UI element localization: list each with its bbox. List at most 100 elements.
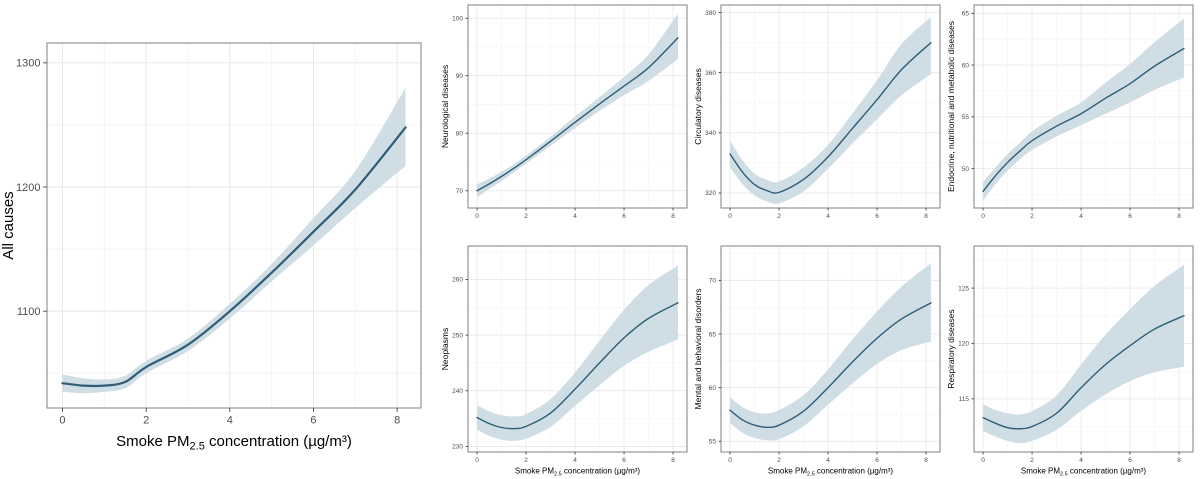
y-axis-title: All causes xyxy=(0,191,17,259)
x-tick-label: 6 xyxy=(875,457,879,464)
y-tick-label: 1300 xyxy=(16,58,40,70)
x-tick-label: 4 xyxy=(1079,213,1083,220)
x-tick-label: 8 xyxy=(394,414,400,426)
panel-border xyxy=(973,4,1194,209)
y-axis-title: Respiratory diseases xyxy=(946,309,956,388)
x-tick-label: 6 xyxy=(622,457,626,464)
y-tick-label: 65 xyxy=(962,11,970,18)
grid-major xyxy=(47,43,421,408)
confidence-band xyxy=(983,264,1184,444)
x-tick-label: 0 xyxy=(981,457,985,464)
chart-svg: 115 120 125 0 2 4 6 8 Respiratory diseases Smoke … xyxy=(946,239,1199,479)
x-tick-label: 8 xyxy=(671,457,675,464)
x-tick-label: 0 xyxy=(475,457,479,464)
x-tick-label: 2 xyxy=(524,213,528,220)
y-tick-label: 380 xyxy=(705,10,716,17)
trend-line xyxy=(729,41,932,194)
chart-neurological-diseases: 70 80 90 100 0 2 4 6 8 Neurological diseases xyxy=(440,0,693,239)
x-tick-label: 6 xyxy=(310,414,316,426)
x-tick-label: 6 xyxy=(1128,457,1132,464)
x-tick-label: 2 xyxy=(524,457,528,464)
y-axis-ticks: 50 55 60 65 xyxy=(962,11,974,173)
y-tick-label: 50 xyxy=(962,166,970,173)
x-tick-label: 8 xyxy=(924,213,928,220)
confidence-band xyxy=(730,263,931,441)
trend-line xyxy=(729,302,932,429)
panel-border xyxy=(467,245,688,453)
x-tick-label: 4 xyxy=(573,213,577,220)
y-tick-label: 55 xyxy=(962,114,970,121)
y-axis-title: Mental and behavioral disorders xyxy=(693,289,703,410)
trend-line xyxy=(476,302,679,430)
chart-neoplasms: 230 240 250 260 0 2 4 6 8 Neoplasms Smoke PM2.5 co… xyxy=(440,239,693,479)
chart-svg: 50 55 60 65 0 2 4 6 8 Endocrine, nutritional and … xyxy=(946,0,1199,239)
x-tick-label: 6 xyxy=(875,213,879,220)
x-axis-title: Smoke PM2.5 concentration (µg/m³) xyxy=(116,433,352,452)
y-axis-ticks: 70 80 90 100 xyxy=(452,16,468,195)
panel-all-causes: 1100 1200 1300 0 2 4 6 8 All causes Smoke PM2.5 c… xyxy=(0,0,440,479)
x-tick-label: 8 xyxy=(1177,213,1181,220)
y-tick-label: 70 xyxy=(456,188,464,195)
y-tick-label: 115 xyxy=(959,396,970,403)
x-axis-title: Smoke PM2.5 concentration (µg/m³) xyxy=(515,467,641,478)
confidence-band xyxy=(477,13,678,198)
y-tick-label: 90 xyxy=(456,73,464,80)
small-panels-grid: 70 80 90 100 0 2 4 6 8 Neurological diseases 320 3… xyxy=(440,0,1200,479)
y-tick-label: 55 xyxy=(709,439,717,446)
x-tick-label: 4 xyxy=(1079,457,1083,464)
x-tick-label: 6 xyxy=(1128,213,1132,220)
chart-svg: 55 60 65 70 0 2 4 6 8 Mental and behavioral disor… xyxy=(693,239,946,479)
confidence-band xyxy=(730,17,931,204)
x-axis-ticks: 0 2 4 6 8 xyxy=(728,452,928,464)
y-tick-label: 1100 xyxy=(17,306,41,318)
x-axis-ticks: 0 2 4 6 8 xyxy=(728,208,928,220)
x-tick-label: 2 xyxy=(143,414,149,426)
y-tick-label: 120 xyxy=(958,341,969,348)
x-tick-label: 0 xyxy=(728,213,732,220)
x-tick-label: 8 xyxy=(1177,457,1181,464)
y-tick-label: 250 xyxy=(452,332,463,339)
x-tick-label: 2 xyxy=(777,457,781,464)
x-tick-label: 4 xyxy=(826,213,830,220)
panel-border xyxy=(973,245,1194,453)
confidence-band xyxy=(62,87,406,394)
x-tick-label: 4 xyxy=(573,457,577,464)
panel-border xyxy=(46,42,422,409)
chart-svg: 320 340 360 380 0 2 4 6 8 Circulatory diseases xyxy=(693,0,946,239)
confidence-band xyxy=(983,18,1184,201)
y-axis-ticks: 320 340 360 380 xyxy=(705,10,721,197)
y-tick-label: 360 xyxy=(705,70,716,77)
x-tick-label: 2 xyxy=(1030,213,1034,220)
y-tick-label: 80 xyxy=(456,131,464,138)
x-tick-label: 8 xyxy=(924,457,928,464)
y-tick-label: 60 xyxy=(962,62,970,69)
y-tick-label: 260 xyxy=(452,277,463,284)
grid-minor xyxy=(468,5,687,208)
trend-line xyxy=(982,47,1185,193)
chart-circulatory-diseases: 320 340 360 380 0 2 4 6 8 Circulatory diseases xyxy=(693,0,946,239)
x-tick-label: 0 xyxy=(728,457,732,464)
chart-all-causes: 1100 1200 1300 0 2 4 6 8 All causes Smoke PM2.5 c… xyxy=(0,0,440,479)
x-axis-ticks: 0 2 4 6 8 xyxy=(475,208,675,220)
x-axis-ticks: 0 2 4 6 8 xyxy=(981,208,1181,220)
y-tick-label: 340 xyxy=(705,130,716,137)
grid-minor xyxy=(974,5,1193,208)
x-tick-label: 6 xyxy=(622,213,626,220)
chart-svg: 230 240 250 260 0 2 4 6 8 Neoplasms Smoke PM2.5 co… xyxy=(440,239,693,479)
panel-border xyxy=(720,245,941,453)
x-tick-label: 0 xyxy=(981,213,985,220)
y-tick-label: 1200 xyxy=(16,182,40,194)
x-tick-label: 2 xyxy=(1030,457,1034,464)
y-axis-title: Circulatory diseases xyxy=(693,68,703,145)
y-axis-title: Endocrine, nutritional and metabolic dis… xyxy=(946,21,956,192)
x-axis-ticks: 0 2 4 6 8 xyxy=(981,452,1181,464)
x-axis-ticks: 0 2 4 6 8 xyxy=(475,452,675,464)
trend-line xyxy=(61,126,407,388)
chart-respiratory-diseases: 115 120 125 0 2 4 6 8 Respiratory diseases Smoke … xyxy=(946,239,1199,479)
y-tick-label: 65 xyxy=(709,331,717,338)
chart-mental-disorders: 55 60 65 70 0 2 4 6 8 Mental and behavioral disor… xyxy=(693,239,946,479)
trend-line xyxy=(982,315,1185,430)
y-tick-label: 230 xyxy=(452,444,463,451)
y-axis-ticks: 230 240 250 260 xyxy=(452,277,468,451)
